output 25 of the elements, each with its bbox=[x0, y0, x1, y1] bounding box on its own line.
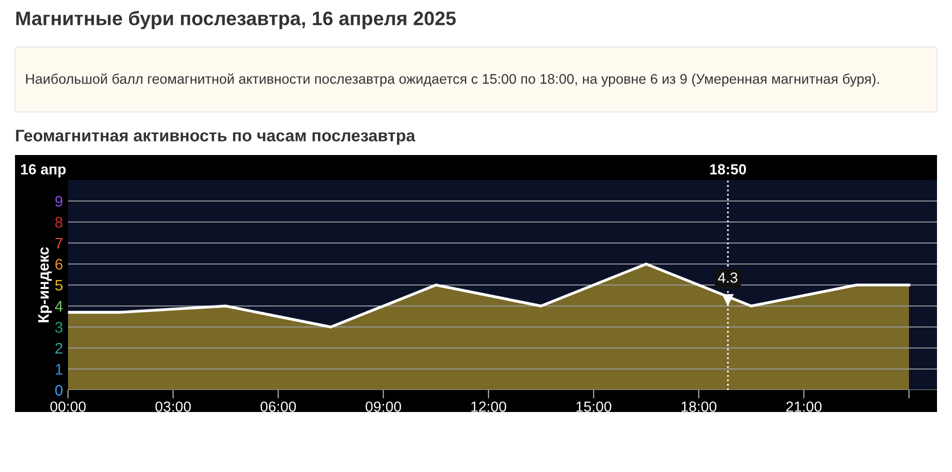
y-tick-label: 5 bbox=[55, 280, 62, 291]
y-axis-title: Кр-индекс bbox=[38, 247, 52, 322]
y-tick-label: 0 bbox=[55, 384, 63, 396]
text: 18:50 bbox=[710, 164, 746, 174]
x-tick-label: 18:00 bbox=[682, 401, 716, 412]
chart-title: Магнитные бури послезавтра, 16 апреля 2025 bbox=[16, 10, 456, 30]
annotation: 4.3 bbox=[718, 272, 738, 283]
x-tick-label: 06:00 bbox=[260, 401, 296, 412]
x-tick-label: 00:00 bbox=[50, 401, 86, 412]
text: 16 апр bbox=[21, 164, 66, 178]
y-tick-label: 7 bbox=[55, 238, 62, 249]
y-tick-label: 8 bbox=[55, 216, 62, 228]
x-tick-label: 21:00 bbox=[786, 401, 822, 412]
x-tick-label: 12:00 bbox=[471, 401, 506, 412]
y-tick-label: 3 bbox=[55, 322, 62, 333]
text: Наибольшой балл геомагнитной активности послезавтра ожидается с 15:00 по 18:00, на уровне 6 из 9 (Умеренная магнитная буря). bbox=[26, 73, 879, 87]
x-tick-label: 09:00 bbox=[366, 401, 402, 412]
y-tick-label: 2 bbox=[55, 342, 62, 354]
chart-subtitle: Геомагнитная активность по часам послезавтра bbox=[16, 130, 416, 145]
x-tick-label: 03:00 bbox=[155, 401, 191, 412]
y-tick-label: 9 bbox=[55, 196, 62, 207]
y-tick-label: 6 bbox=[55, 258, 62, 270]
x-tick-label: 15:00 bbox=[576, 401, 612, 412]
y-tick-label: 4 bbox=[54, 301, 63, 312]
y-tick-label: 1 bbox=[56, 364, 62, 375]
